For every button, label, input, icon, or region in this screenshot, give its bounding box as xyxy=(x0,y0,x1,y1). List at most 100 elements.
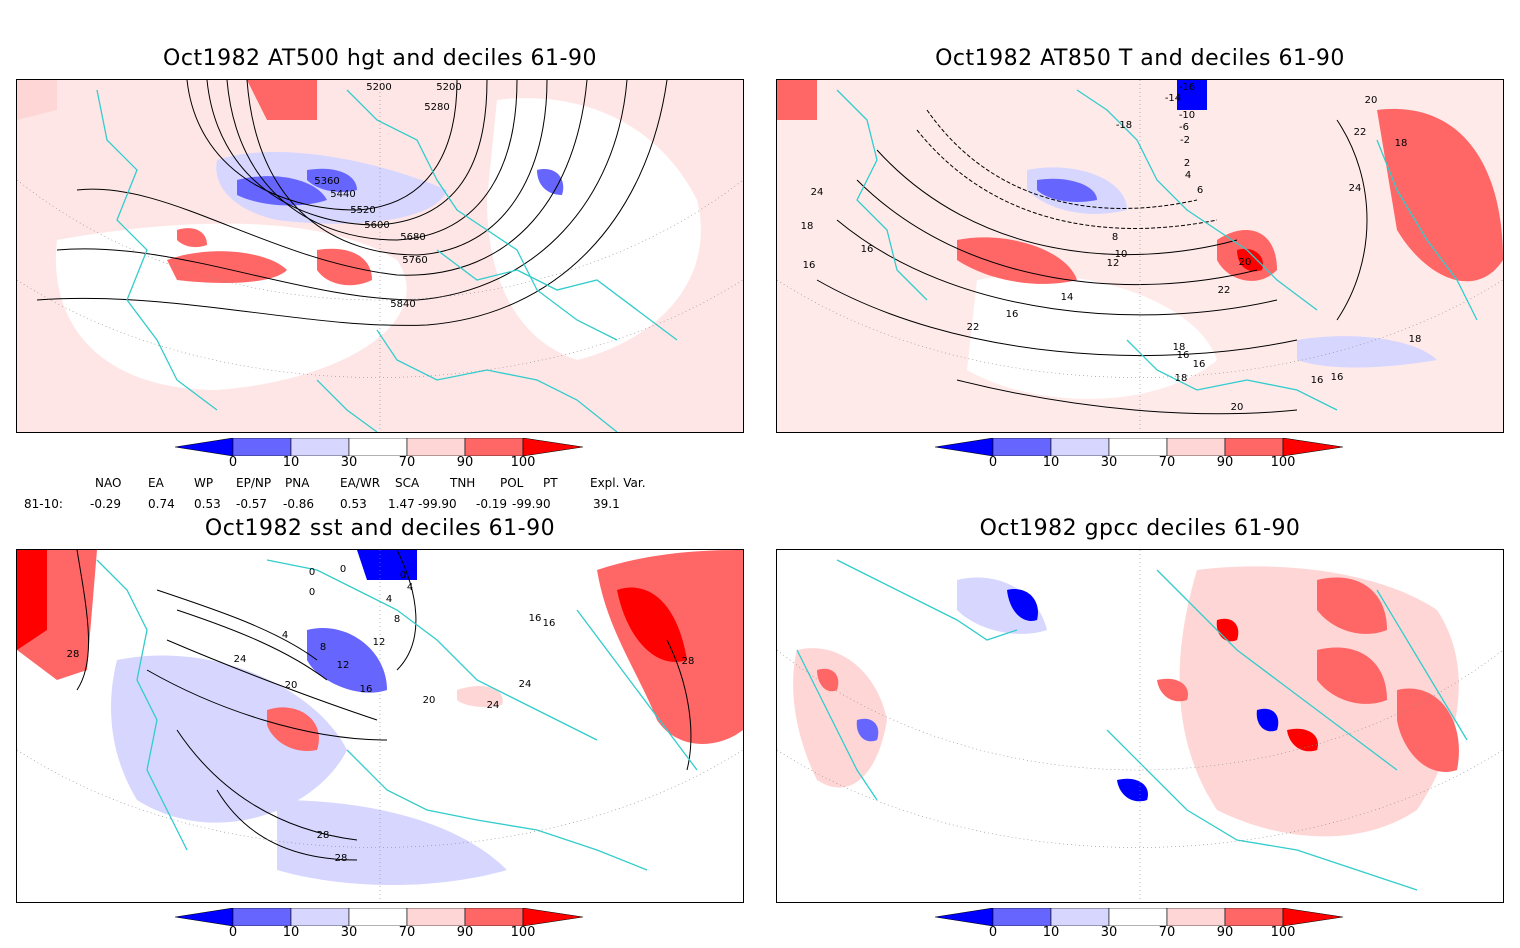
contour-label: 4 xyxy=(1185,170,1191,181)
contour-label: 24 xyxy=(811,187,824,198)
contour-label: 12 xyxy=(373,637,386,648)
colorbar-label: 30 xyxy=(340,455,358,470)
index-value: -0.29 xyxy=(90,497,122,511)
contour-label: 20 xyxy=(1365,95,1378,106)
index-row-label: 81-10: xyxy=(24,497,63,511)
colorbar-label: 30 xyxy=(340,925,358,940)
colorbar-label: 0 xyxy=(988,925,998,940)
index-header: TNH xyxy=(450,476,476,490)
coastlines xyxy=(96,89,678,432)
colorbar-bottom-left: 0 10 30 70 90 100 xyxy=(175,908,595,948)
contour-label: 18 xyxy=(801,221,814,232)
colorbar-label: 100 xyxy=(1270,455,1296,470)
contour-label: 18 xyxy=(1395,138,1408,149)
contour-label: 12 xyxy=(337,660,350,671)
index-header: PNA xyxy=(285,476,310,490)
index-value: -99.90 xyxy=(418,497,457,511)
contour-label: 5280 xyxy=(424,102,449,113)
contour-label: 20 xyxy=(423,695,436,706)
index-value: 0.74 xyxy=(148,497,175,511)
colorbar-label: 30 xyxy=(1100,455,1118,470)
index-header: PT xyxy=(543,476,558,490)
contour-label: 16 xyxy=(360,684,373,695)
contour-labels: -16-14-18-10-6-2246810121416161618182022… xyxy=(801,82,1422,413)
contour-labels: 5200 5200 5280 5360 5440 5520 5600 5680 5760 5840 xyxy=(314,82,461,310)
contour-label: 5360 xyxy=(314,176,339,187)
contour-label: -6 xyxy=(1179,122,1189,133)
contour-label: 8 xyxy=(320,642,326,653)
contour-label: 20 xyxy=(1239,257,1252,268)
contour-label: 5200 xyxy=(366,82,391,93)
contour-label: 22 xyxy=(1218,285,1231,296)
contour-label: 4 xyxy=(386,594,392,605)
contour-label: -10 xyxy=(1179,110,1195,121)
contour-label: 12 xyxy=(1107,258,1120,269)
contour-label: 16 xyxy=(1177,350,1190,361)
contour-label: 5760 xyxy=(402,255,427,266)
graticule xyxy=(17,550,743,902)
contour-label: 2 xyxy=(1184,158,1190,169)
colorbar-label: 90 xyxy=(456,455,474,470)
index-header: EA/WR xyxy=(340,476,381,490)
map-at500-hgt: 5200 5200 5280 5360 5440 5520 5600 5680 5760 5840 xyxy=(16,79,744,433)
index-value: -0.57 xyxy=(236,497,268,511)
contour-label: 16 xyxy=(1311,375,1324,386)
colorbar-label: 0 xyxy=(228,925,238,940)
index-value: 39.1 xyxy=(593,497,620,511)
contour-label: 18 xyxy=(1175,373,1188,384)
panel-title-at850: Oct1982 AT850 T and deciles 61-90 xyxy=(935,46,1345,71)
contour-label: 5200 xyxy=(436,82,461,93)
height-contours xyxy=(36,80,668,326)
colorbar-top-left: 0 10 30 70 90 100 xyxy=(175,438,595,478)
contour-label: 10 xyxy=(1115,249,1128,260)
contour-label: 16 xyxy=(861,244,874,255)
map-at850-t: -16 -14 -18 -10 -6 -2 2 4 6 8 10 12 14 16 16 16 18 18 20 22… xyxy=(776,79,1504,433)
contour-label: 0 xyxy=(340,564,346,575)
contour-label: 5680 xyxy=(400,232,425,243)
contour-label: 24 xyxy=(1349,183,1362,194)
contour-label: 16 xyxy=(1006,309,1019,320)
index-value: -0.86 xyxy=(283,497,315,511)
graticule xyxy=(777,550,1503,902)
colorbar-label: 90 xyxy=(1216,925,1234,940)
index-header: SCA xyxy=(395,476,420,490)
contour-label: 5600 xyxy=(364,220,389,231)
contour-label: 0 xyxy=(309,567,315,578)
colorbar-label: 70 xyxy=(398,455,416,470)
index-header: WP xyxy=(194,476,214,490)
contour-label: 18 xyxy=(1173,342,1186,353)
contour-label: 4 xyxy=(407,582,413,593)
colorbar-label: 10 xyxy=(282,925,300,940)
contour-label: 5840 xyxy=(390,299,415,310)
colorbar-label: 70 xyxy=(1158,925,1176,940)
contour-label: 5520 xyxy=(350,205,375,216)
colorbar-label: 70 xyxy=(398,925,416,940)
colorbar-label: 10 xyxy=(1042,455,1060,470)
contour-label: 28 xyxy=(317,830,330,841)
contour-label: -14 xyxy=(1165,93,1181,104)
graticule xyxy=(17,80,743,432)
contour-label: 5440 xyxy=(330,189,355,200)
index-header: NAO xyxy=(95,476,122,490)
contour-label: 28 xyxy=(67,649,80,660)
contour-label: 20 xyxy=(1231,402,1244,413)
index-value: 0.53 xyxy=(340,497,367,511)
map-gpcc xyxy=(776,549,1504,903)
temperature-contours xyxy=(816,109,1368,415)
colorbar-label: 90 xyxy=(456,925,474,940)
colorbar-label: 30 xyxy=(1100,925,1118,940)
coastlines xyxy=(96,559,698,871)
colorbar-label: 10 xyxy=(282,455,300,470)
panel-title-gpcc: Oct1982 gpcc deciles 61-90 xyxy=(979,516,1301,541)
contour-label: 8 xyxy=(1112,232,1118,243)
colorbar-label: 90 xyxy=(1216,455,1234,470)
index-value: -0.19 xyxy=(476,497,508,511)
coastlines xyxy=(836,89,1478,411)
colorbar-label: 10 xyxy=(1042,925,1060,940)
index-value: 1.47 xyxy=(388,497,415,511)
contour-label: 20 xyxy=(285,680,298,691)
contour-label: 0 xyxy=(400,570,406,581)
panel-title-at500: Oct1982 AT500 hgt and deciles 61-90 xyxy=(163,46,597,71)
contour-label: 6 xyxy=(1197,185,1203,196)
index-header: EA xyxy=(148,476,164,490)
